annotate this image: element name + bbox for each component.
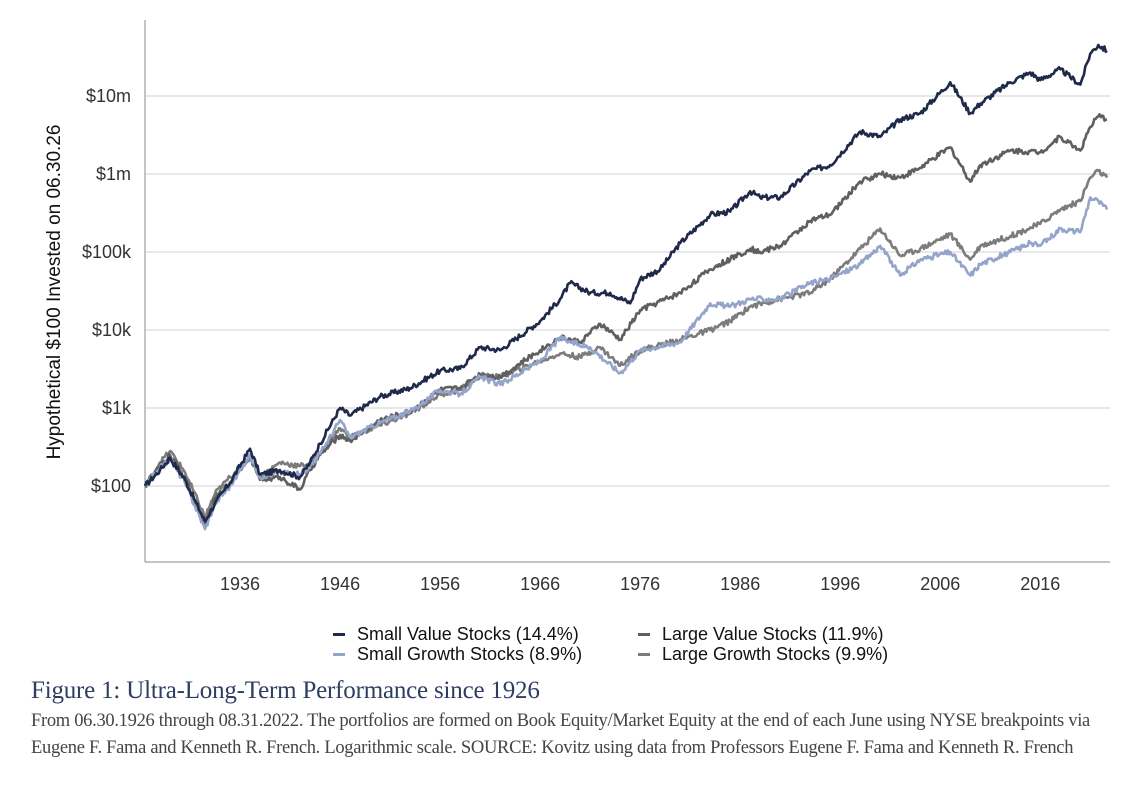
x-tick-label: 1956 bbox=[420, 574, 460, 594]
y-tick-labels: $100 $1k $10k $100k $1m $10m bbox=[82, 86, 132, 496]
legend-item-large-value: Large Value Stocks (11.9%) bbox=[635, 624, 883, 644]
series-line-small-value-stocks bbox=[143, 43, 1108, 523]
line-chart: $100 $1k $10k $100k $1m $10m 1936 1946 1956 1966… bbox=[44, 20, 1110, 594]
legend-swatch-small-value bbox=[333, 632, 345, 636]
x-tick-label: 1946 bbox=[320, 574, 360, 594]
x-tick-label: 2006 bbox=[920, 574, 960, 594]
axes bbox=[144, 20, 1110, 563]
y-tick-label: $100k bbox=[82, 242, 132, 262]
legend-swatch-small-growth bbox=[333, 652, 345, 656]
legend-swatch-large-growth bbox=[638, 652, 650, 656]
legend-swatch-large-value bbox=[638, 632, 650, 636]
y-tick-label: $100 bbox=[91, 476, 131, 496]
legend-item-large-growth: Large Growth Stocks (9.9%) bbox=[635, 644, 888, 664]
series-line-small-growth-stocks bbox=[144, 196, 1109, 531]
series-line-large-growth-stocks bbox=[143, 168, 1109, 519]
x-tick-label: 2016 bbox=[1020, 574, 1060, 594]
figure-caption: Figure 1: Ultra-Long-Term Performance si… bbox=[31, 676, 1131, 762]
chart-legend: Small Value Stocks (14.4%) Large Value S… bbox=[330, 624, 970, 664]
series-lines bbox=[143, 43, 1109, 531]
x-tick-label: 1936 bbox=[220, 574, 260, 594]
x-tick-label: 1966 bbox=[520, 574, 560, 594]
legend-item-small-value: Small Value Stocks (14.4%) bbox=[330, 624, 635, 644]
gridlines bbox=[145, 95, 1110, 487]
x-tick-label: 1996 bbox=[820, 574, 860, 594]
x-tick-label: 1976 bbox=[620, 574, 660, 594]
series-line-large-value-stocks bbox=[144, 113, 1108, 529]
legend-label-small-growth: Small Growth Stocks (8.9%) bbox=[357, 644, 583, 664]
x-tick-labels: 1936 1946 1956 1966 1976 1986 1996 2006 2016 bbox=[220, 574, 1060, 594]
y-tick-label: $1k bbox=[102, 398, 132, 418]
y-axis-title: Hypothetical $100 Invested on 06.30.26 bbox=[44, 125, 65, 460]
legend-label-large-value: Large Value Stocks (11.9%) bbox=[662, 624, 884, 644]
y-tick-label: $10k bbox=[92, 320, 132, 340]
y-tick-label: $1m bbox=[96, 164, 131, 184]
figure-description: From 06.30.1926 through 08.31.2022. The … bbox=[31, 711, 1090, 758]
y-tick-label: $10m bbox=[86, 86, 131, 106]
figure-title: Figure 1: Ultra-Long-Term Performance si… bbox=[31, 677, 540, 704]
legend-label-large-growth: Large Growth Stocks (9.9%) bbox=[662, 644, 889, 664]
legend-item-small-growth: Small Growth Stocks (8.9%) bbox=[330, 644, 635, 664]
legend-label-small-value: Small Value Stocks (14.4%) bbox=[357, 624, 579, 644]
x-tick-label: 1986 bbox=[720, 574, 760, 594]
